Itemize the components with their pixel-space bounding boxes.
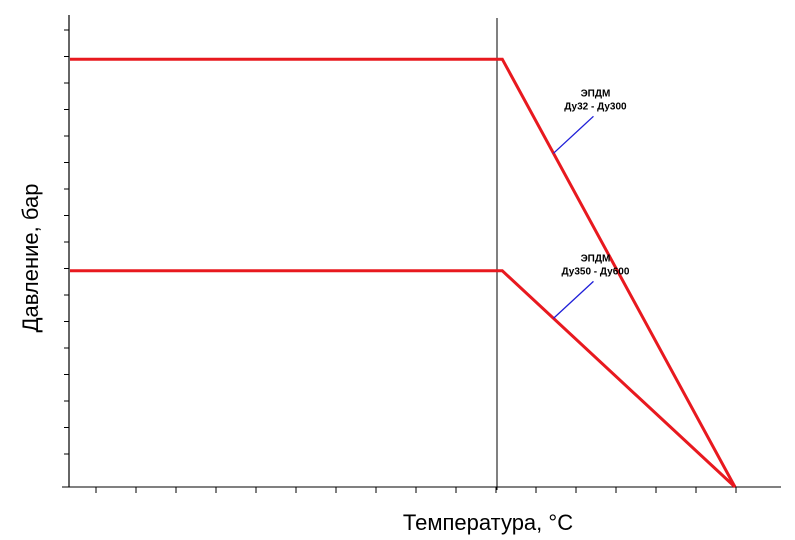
annotation-group: ЭПДМ Ду32 - Ду300 ЭПДМ Ду350 - Ду600 — [553, 88, 630, 319]
series-line-1 — [70, 57, 737, 488]
annotation-label-1-2: Ду32 - Ду300 — [564, 101, 627, 112]
annotation-label-2-2: Ду350 - Ду600 — [562, 266, 630, 277]
series-line-2 — [70, 269, 737, 489]
y-axis-title: Давление, бар — [18, 184, 43, 333]
x-axis-title: Температура, °C — [403, 510, 573, 535]
series-group — [70, 57, 737, 489]
annotation-label-1-1: ЭПДМ — [581, 88, 611, 99]
leader-line-2 — [553, 280, 594, 319]
annotation-label-2-1: ЭПДМ — [581, 253, 611, 264]
axis-ticks — [64, 29, 737, 493]
leader-line-1 — [553, 115, 594, 154]
